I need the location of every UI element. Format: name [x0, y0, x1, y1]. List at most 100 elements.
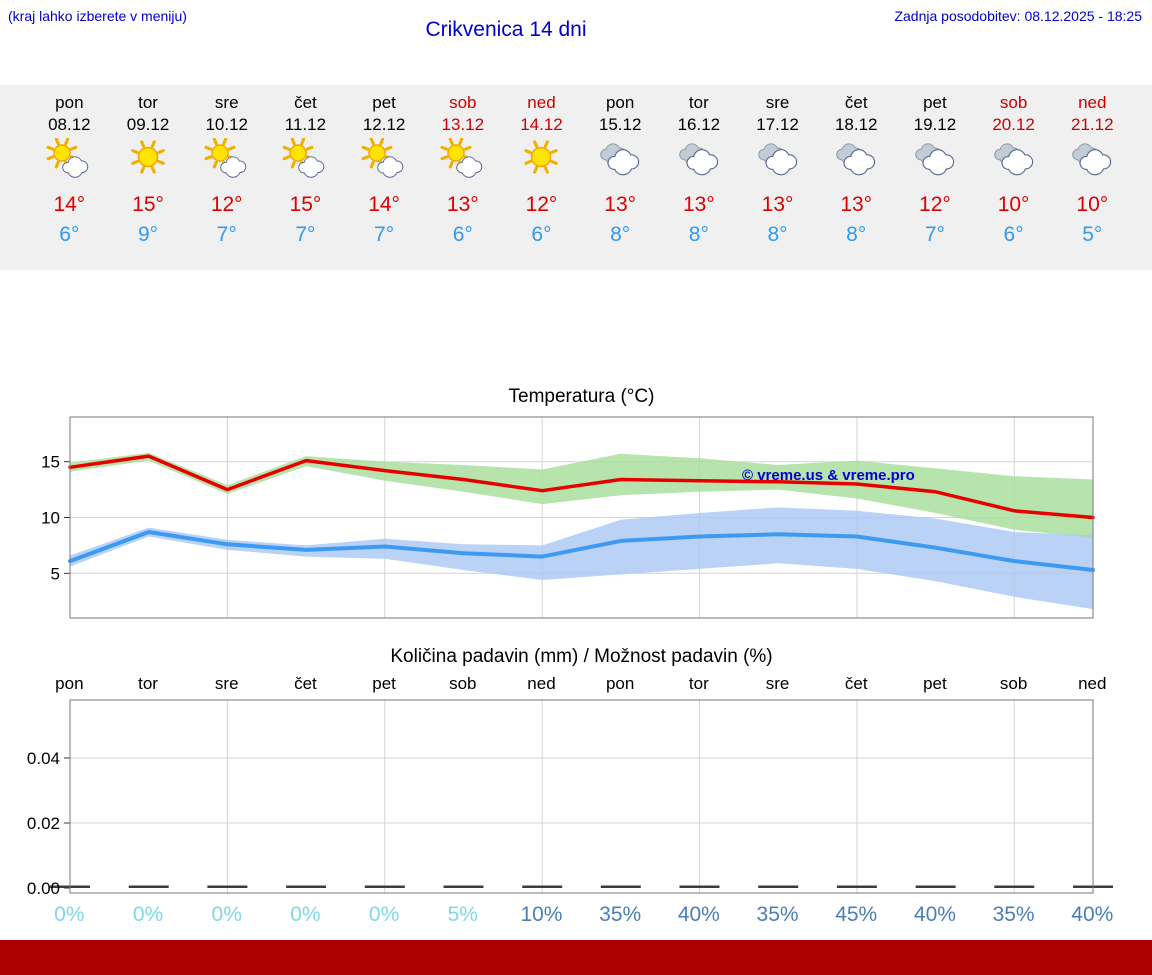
forecast-day-column: ned 21.12 10° 5°: [1053, 85, 1132, 270]
precip-day-label: sob: [449, 674, 477, 693]
forecast-day-column: tor 09.12 15° 9°: [109, 85, 188, 270]
precip-day-label: sre: [214, 674, 239, 693]
day-high-temp: 14°: [368, 193, 400, 216]
day-name: pet: [923, 93, 947, 112]
forecast-day-column: sre 17.12 13° 8°: [738, 85, 817, 270]
day-date: 16.12: [677, 115, 721, 134]
day-date: 11.12: [284, 115, 327, 134]
precip-day-label: pet: [372, 674, 396, 693]
day-date: 12.12: [362, 115, 406, 134]
min-temp-band: [70, 507, 1093, 610]
day-name: tor: [688, 93, 709, 112]
precip-bar: [286, 885, 327, 888]
day-date: 18.12: [834, 115, 878, 134]
sun-cloud-icon: [30, 138, 109, 184]
day-low-temp: 7°: [374, 223, 395, 246]
cloud-icon: [660, 138, 739, 184]
precip-bar: [443, 885, 484, 888]
day-date: 08.12: [48, 115, 91, 134]
day-date: 19.12: [913, 115, 957, 134]
precip-bar: [600, 885, 641, 888]
precip-bar: [915, 885, 956, 888]
precip-day-label: tor: [688, 674, 709, 693]
max-temp-line: [68, 454, 1095, 520]
sun-icon: [109, 138, 188, 184]
day-name: ned: [1078, 93, 1107, 112]
precip-bar: [994, 885, 1035, 888]
day-date: 10.12: [205, 115, 248, 134]
precip-day-label: čet: [294, 674, 317, 693]
forecast-day-column: ned 14.12 12° 6°: [502, 85, 581, 270]
day-high-temp: 10°: [1076, 193, 1109, 216]
day-date: 21.12: [1071, 115, 1114, 134]
day-date: 14.12: [520, 115, 563, 134]
day-name: sob: [999, 93, 1028, 112]
y-tick-label: 0.00: [27, 879, 60, 896]
temperature-chart: 5 10 15: [41, 416, 1095, 619]
day-name: pon: [55, 93, 84, 112]
precip-percent-label: 0%: [290, 903, 321, 926]
day-high-temp: 13°: [840, 193, 873, 216]
cloud-icon: [896, 138, 975, 184]
precip-percent-label: 45%: [835, 903, 878, 926]
precip-day-label: pon: [55, 674, 84, 693]
day-name: sre: [765, 93, 790, 112]
day-high-temp: 15°: [132, 193, 164, 216]
day-name: pon: [605, 93, 635, 112]
day-high-temp: 13°: [682, 193, 715, 216]
precip-bar: [128, 885, 169, 888]
precip-day-label: tor: [138, 674, 158, 693]
forecast-day-column: sob 13.12 13° 6°: [423, 85, 502, 270]
day-name: čet: [294, 93, 317, 112]
cloud-icon: [738, 138, 817, 184]
day-high-temp: 13°: [446, 193, 479, 216]
precip-day-label: čet: [844, 674, 868, 693]
day-name: tor: [138, 93, 158, 112]
precip-bar: [679, 885, 720, 888]
precip-bar: [364, 885, 405, 888]
y-tick-label: 10: [41, 509, 60, 528]
sun-cloud-icon: [187, 138, 266, 184]
footer-banner: [0, 940, 1152, 975]
day-low-temp: 9°: [137, 223, 159, 246]
precipitation-percent-row: 0% 0% 0% 0% 0% 5% 10% 35% 40% 35% 45% 40% 35% 40%: [30, 903, 1132, 927]
precip-percent-label: 40%: [1071, 903, 1114, 926]
sun-icon: [502, 138, 581, 184]
day-name: sre: [214, 93, 239, 112]
day-low-temp: 7°: [216, 223, 237, 246]
y-tick-label: 0.02: [27, 814, 60, 833]
day-date: 20.12: [992, 115, 1035, 134]
y-tick-label: 15: [41, 453, 60, 472]
day-high-temp: 13°: [604, 193, 637, 216]
day-high-temp: 12°: [919, 193, 951, 216]
forecast-day-column: pet 19.12 12° 7°: [896, 85, 975, 270]
y-tick-label: 5: [51, 564, 60, 583]
last-updated: Zadnja posodobitev: 08.12.2025 - 18:25: [894, 8, 1142, 24]
precip-percent-label: 40%: [913, 903, 956, 926]
precip-percent-label: 0%: [54, 903, 85, 926]
watermark-link[interactable]: © vreme.us & vreme.pro: [742, 467, 915, 484]
precip-percent-label: 0%: [211, 903, 242, 926]
day-high-temp: 12°: [525, 193, 558, 216]
precip-percent-label: 0%: [132, 903, 164, 926]
precip-bar: [758, 885, 799, 888]
precip-day-label: ned: [1078, 674, 1107, 693]
cloud-icon: [1053, 138, 1132, 184]
forecast-day-column: sob 20.12 10° 6°: [974, 85, 1053, 270]
precipitation-chart-title: Količina padavin (mm) / Možnost padavin …: [390, 646, 773, 667]
temperature-chart-title: Temperatura (°C): [508, 386, 655, 407]
precip-percent-label: 35%: [992, 903, 1035, 926]
day-date: 15.12: [598, 115, 642, 134]
day-high-temp: 10°: [997, 193, 1030, 216]
precip-bar: [522, 885, 563, 888]
precip-day-label: sre: [765, 674, 790, 693]
day-low-temp: 6°: [59, 223, 80, 246]
day-low-temp: 5°: [1082, 223, 1103, 246]
day-name: ned: [527, 93, 556, 112]
day-low-temp: 7°: [295, 223, 316, 246]
day-low-temp: 8°: [846, 223, 867, 246]
forecast-day-column: čet 18.12 13° 8°: [817, 85, 896, 270]
precip-bar: [836, 885, 877, 888]
sun-cloud-icon: [423, 138, 502, 184]
day-low-temp: 7°: [924, 223, 945, 246]
